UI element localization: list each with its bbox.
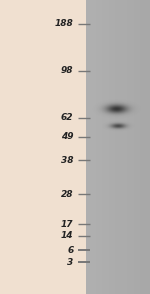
Text: 38: 38 bbox=[61, 156, 74, 165]
Text: 14: 14 bbox=[61, 231, 74, 240]
Text: 3: 3 bbox=[67, 258, 74, 267]
Text: 6: 6 bbox=[67, 246, 74, 255]
Text: 188: 188 bbox=[55, 19, 74, 28]
Text: 17: 17 bbox=[61, 220, 74, 228]
Text: 98: 98 bbox=[61, 66, 74, 75]
Bar bbox=[86, 0, 150, 294]
Text: 28: 28 bbox=[61, 190, 74, 198]
Text: 49: 49 bbox=[61, 132, 74, 141]
Text: 62: 62 bbox=[61, 113, 74, 122]
